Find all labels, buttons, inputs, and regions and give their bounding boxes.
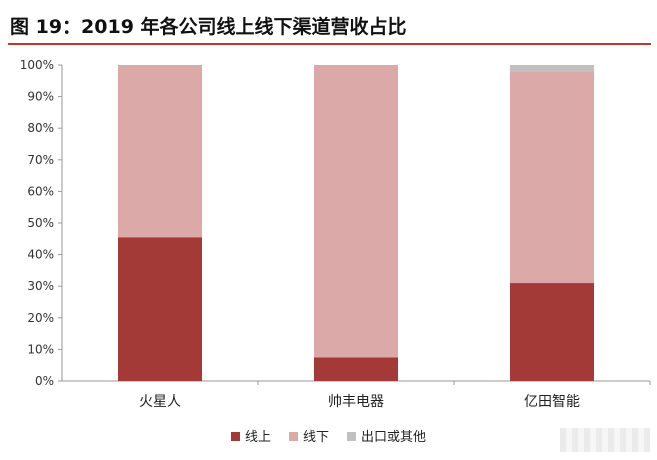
y-tick-label: 80%: [27, 121, 54, 135]
legend-label: 出口或其他: [361, 430, 426, 445]
title-bar: 图 19：2019 年各公司线上线下渠道营收占比: [0, 0, 657, 46]
legend-label: 线下: [303, 430, 329, 445]
watermark: [560, 428, 650, 452]
title-underline: [8, 43, 651, 45]
legend-swatch: [347, 432, 356, 441]
y-tick-label: 0%: [35, 374, 54, 388]
bar-segment-offline: [118, 65, 202, 238]
bar-segment-online: [314, 357, 398, 381]
y-tick-label: 90%: [27, 90, 54, 104]
x-category-label: 火星人: [139, 394, 181, 410]
bar-segment-online: [118, 237, 202, 381]
y-tick-label: 40%: [27, 248, 54, 262]
bar-segment-offline: [510, 71, 594, 284]
x-category-label: 亿田智能: [524, 394, 580, 410]
y-tick-label: 60%: [27, 184, 54, 198]
y-tick-label: 50%: [27, 216, 54, 230]
bar-segment-offline: [314, 65, 398, 358]
legend-swatch: [231, 432, 240, 441]
y-tick-label: 30%: [27, 279, 54, 293]
x-category-label: 帅丰电器: [328, 394, 384, 410]
chart-title: 图 19：2019 年各公司线上线下渠道营收占比: [10, 16, 407, 38]
y-tick-label: 20%: [27, 311, 54, 325]
y-tick-label: 70%: [27, 153, 54, 167]
legend-swatch: [289, 432, 298, 441]
bar-segment-online: [510, 283, 594, 381]
y-tick-label: 100%: [20, 58, 54, 72]
legend-label: 线上: [245, 430, 271, 445]
y-tick-label: 10%: [27, 342, 54, 356]
bar-segment-export: [510, 65, 594, 72]
